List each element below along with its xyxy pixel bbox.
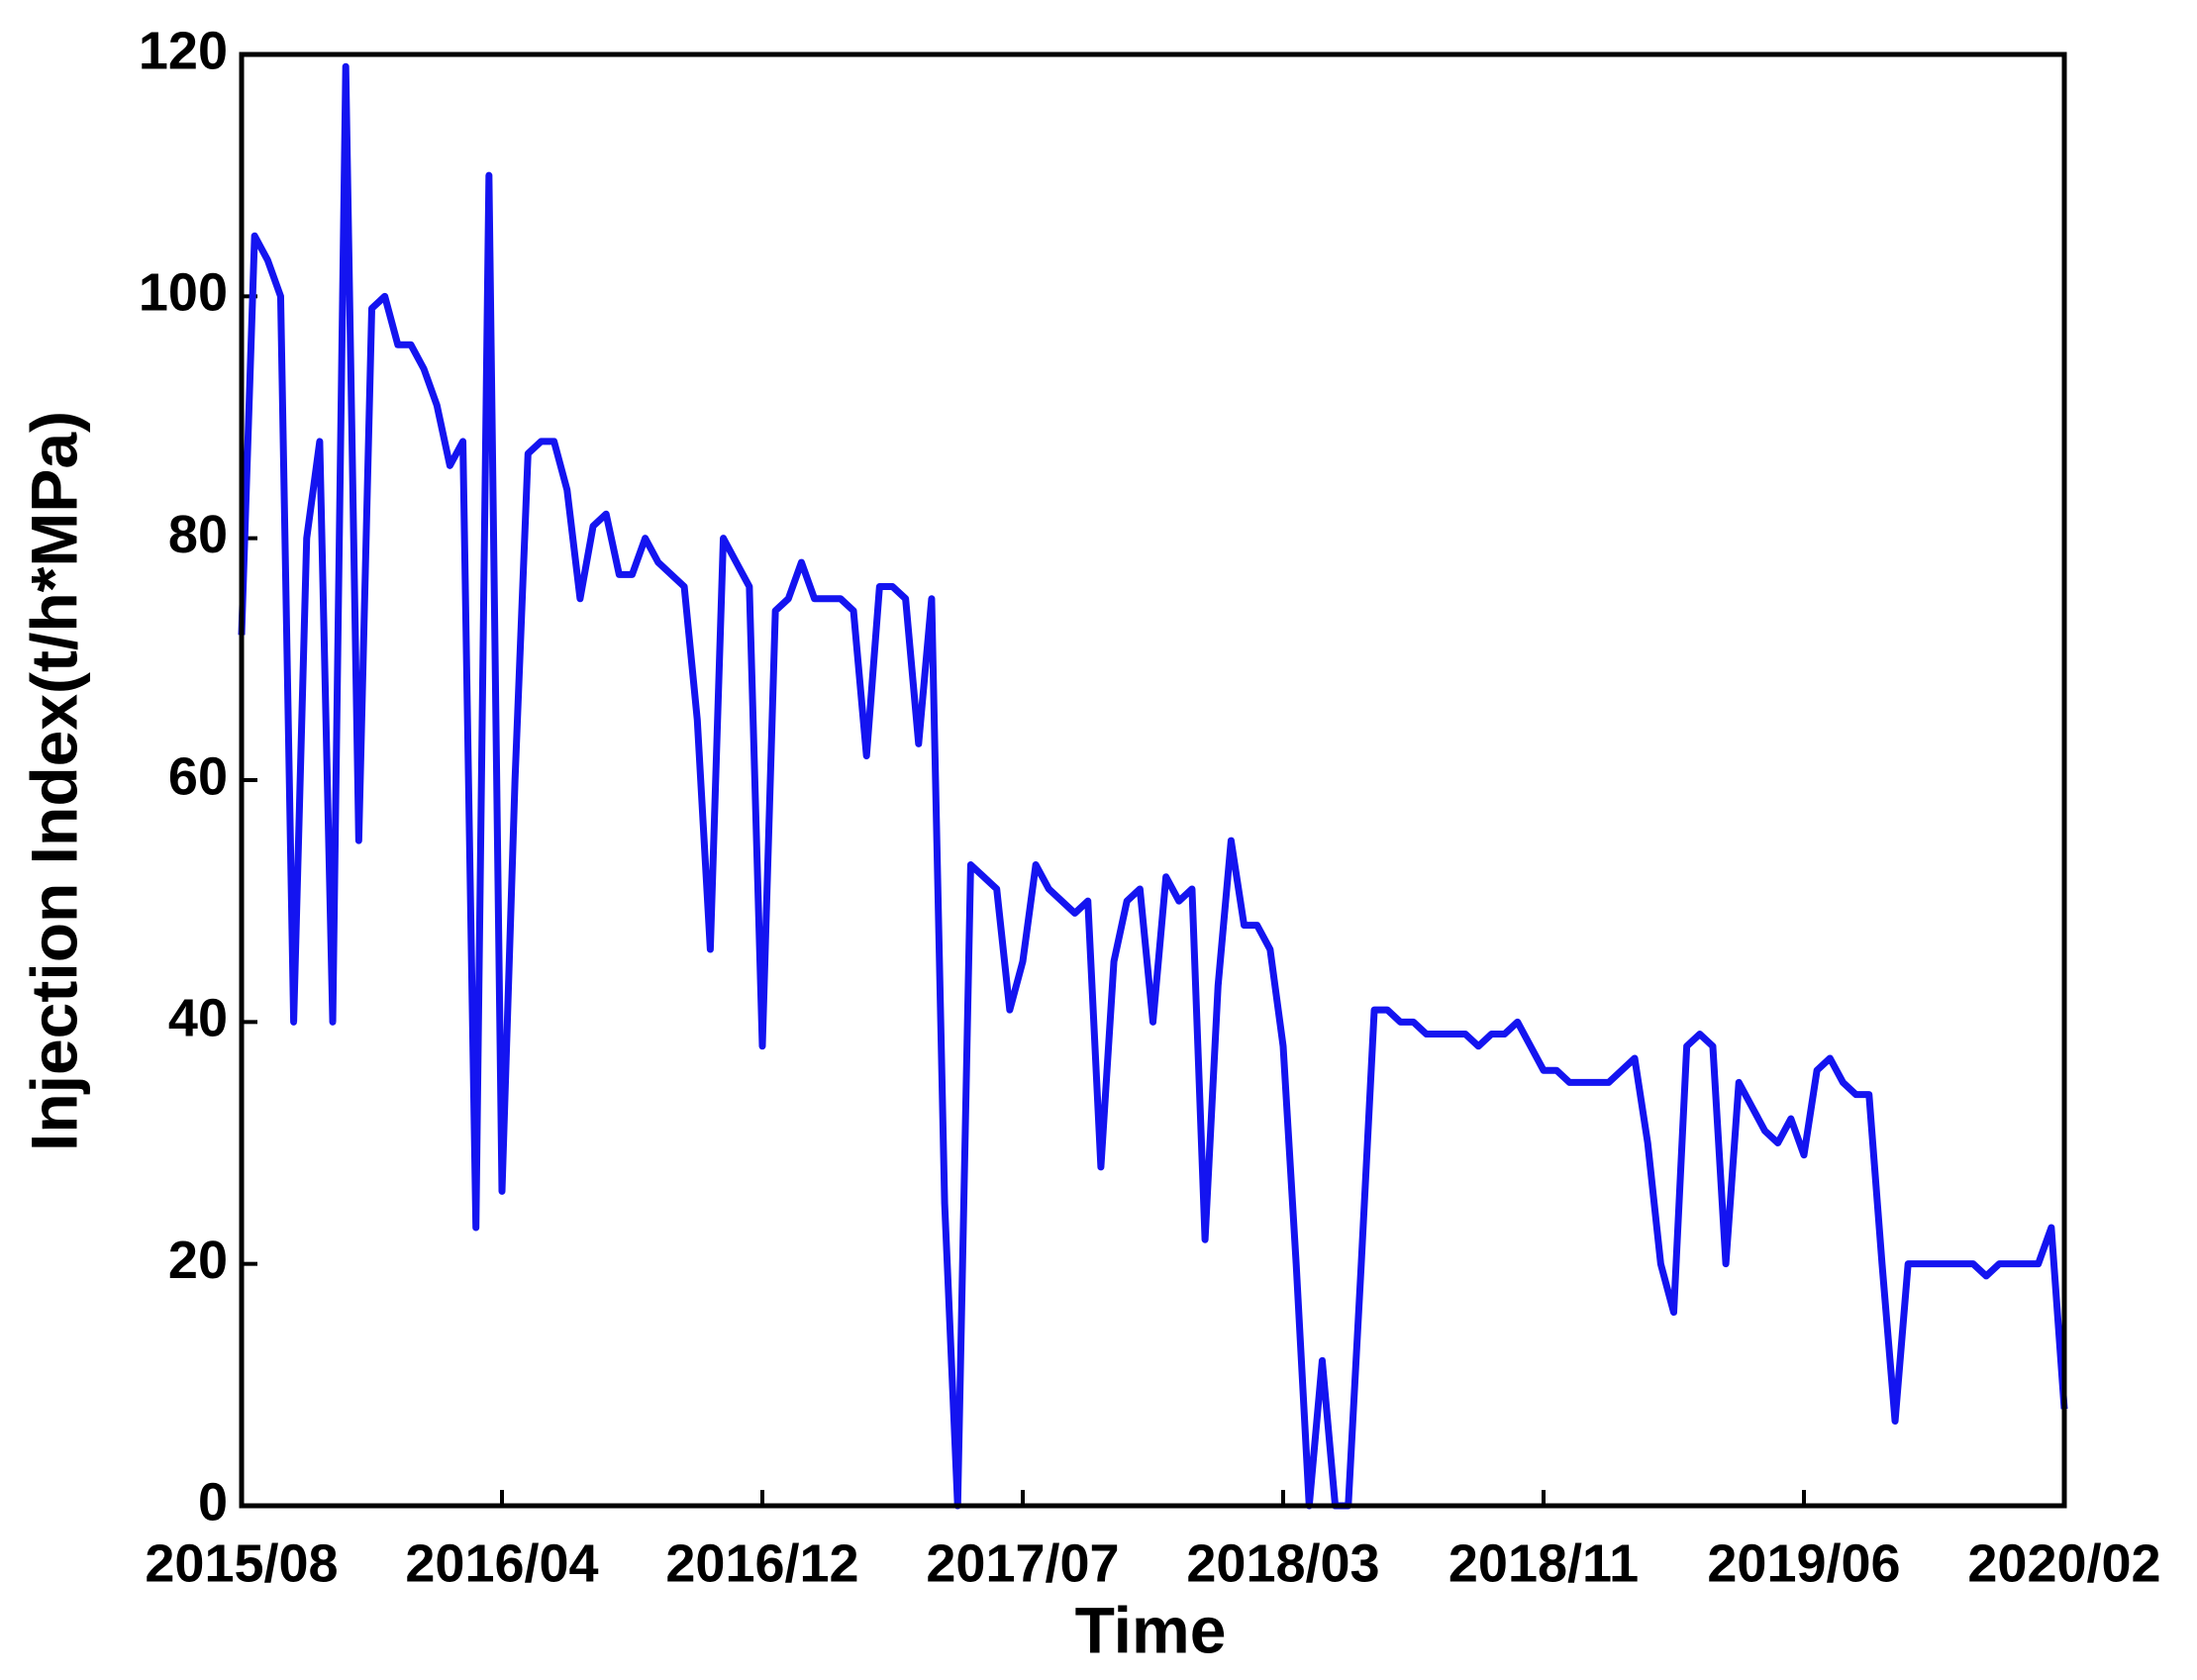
y-tick-label: 60: [168, 746, 228, 806]
x-tick-label: 2018/03: [1186, 1533, 1379, 1593]
x-tick-label: 2016/04: [405, 1533, 598, 1593]
y-tick-label: 120: [139, 21, 228, 80]
data-line: [238, 62, 2068, 1510]
x-tick-label: 2016/12: [665, 1533, 858, 1593]
y-tick-label: 0: [198, 1472, 228, 1532]
x-tick-label: 2018/11: [1448, 1533, 1639, 1593]
x-tick-label: 2020/02: [1967, 1533, 2160, 1593]
y-axis-title: Injection Index(t/h*MPa): [17, 411, 90, 1151]
y-tick-label: 100: [139, 263, 228, 323]
plot-frame: [239, 51, 2067, 1509]
y-tick-label: 80: [168, 505, 228, 564]
x-tick-label: 2015/08: [145, 1533, 338, 1593]
x-tick-label: 2017/07: [926, 1533, 1119, 1593]
x-axis-title: Time: [1075, 1593, 1227, 1666]
x-tick-label: 2019/06: [1707, 1533, 1900, 1593]
y-tick-label: 20: [168, 1231, 228, 1290]
y-tick-label: 40: [168, 989, 228, 1048]
